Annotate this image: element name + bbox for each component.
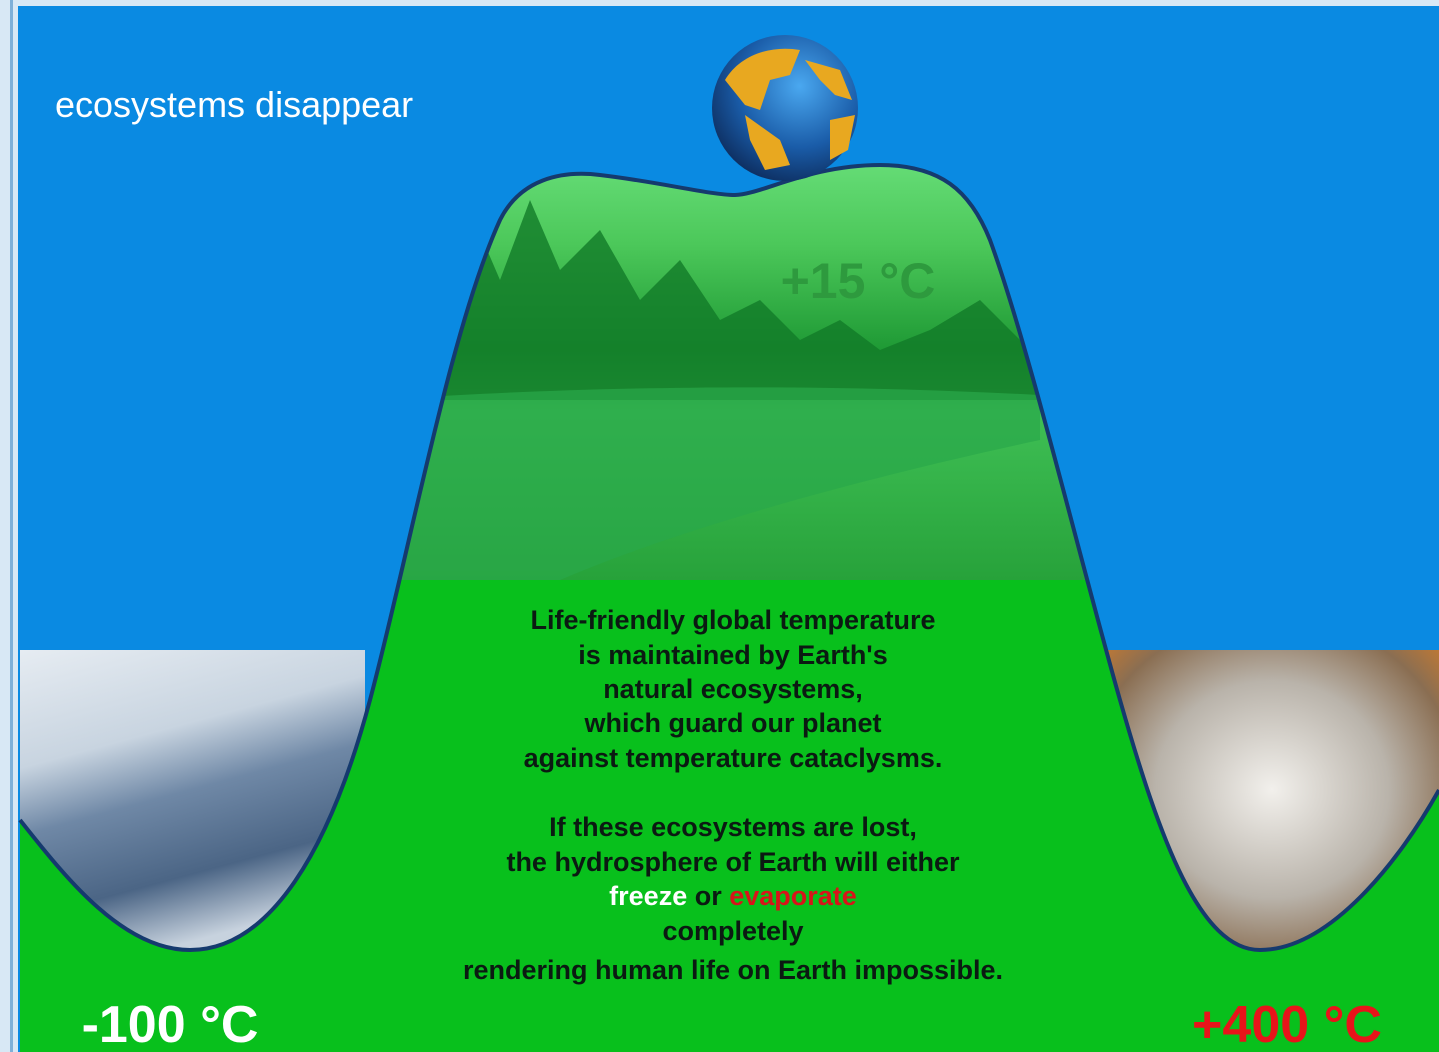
text-line: is maintained by Earth's	[578, 640, 888, 670]
text-line: completely	[662, 916, 803, 946]
text-line: If these ecosystems are lost,	[549, 812, 917, 842]
text-line: Life-friendly global temperature	[530, 605, 935, 635]
diagram: ecosystems disappear +15 °C -100 °C +400…	[0, 0, 1439, 1052]
frame-left	[0, 0, 18, 1052]
page: ecosystems disappear +15 °C -100 °C +400…	[0, 0, 1439, 1052]
freeze-word: freeze	[609, 881, 687, 911]
text-line: against temperature cataclysms.	[524, 743, 943, 773]
frame-top	[0, 0, 1439, 6]
text-line: freeze or evaporate	[609, 881, 857, 911]
frame-line	[10, 0, 13, 1052]
text-line: which guard our planet	[583, 708, 881, 738]
evaporate-word: evaporate	[729, 881, 857, 911]
title: ecosystems disappear	[55, 84, 413, 125]
or-word: or	[695, 881, 722, 911]
center-label: +15 °C	[781, 253, 936, 309]
text-line: the hydrosphere of Earth will either	[506, 847, 960, 877]
globe	[712, 35, 858, 181]
text-line: natural ecosystems,	[603, 674, 863, 704]
left-label: -100 °C	[82, 996, 259, 1052]
text-line: rendering human life on Earth impossible…	[463, 955, 1003, 985]
right-label: +400 °C	[1192, 996, 1382, 1052]
